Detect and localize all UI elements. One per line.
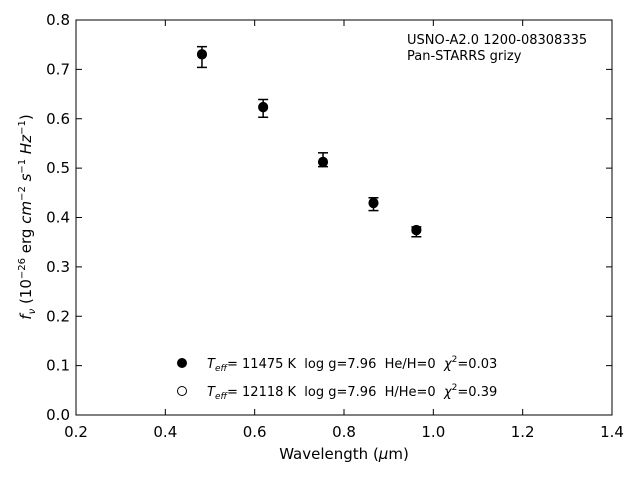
legend-entry-1: Teff= 11475 K log g=7.96 He/H=0 χ2=0.03 (207, 355, 497, 374)
y-tick-label: 0.1 (46, 357, 70, 375)
y-tick-label: 0.0 (46, 406, 70, 424)
legend-marker-open (177, 386, 187, 396)
annotation-line-1: USNO-A2.0 1200-08308335 (407, 33, 587, 48)
legend: Teff= 11475 K log g=7.96 He/H=0 χ2=0.03 … (177, 355, 497, 402)
legend-marker-filled (177, 358, 187, 368)
y-tick-label: 0.4 (46, 209, 70, 227)
plot-frame (75, 19, 613, 416)
data-marks (196, 45, 422, 238)
x-axis-label: Wavelength (μm) (279, 445, 409, 463)
x-tick-label: 0.4 (153, 423, 177, 441)
annotation-line-2: Pan-STARRS grizy (407, 49, 522, 64)
y-tick-label: 0.3 (46, 258, 70, 276)
x-tick-label: 1.2 (511, 423, 535, 441)
legend-entry-2: Teff= 12118 K log g=7.96 H/He=0 χ2=0.39 (207, 383, 497, 402)
x-tick-label: 0.8 (332, 423, 356, 441)
model-point-open (196, 49, 207, 60)
y-tick-label: 0.8 (46, 11, 70, 29)
x-tick-label: 1.0 (421, 423, 445, 441)
x-tick-label: 0.2 (64, 423, 88, 441)
model-point-open (258, 101, 269, 112)
model-point-open (318, 156, 329, 167)
y-ticks: 0.0 0.1 0.2 0.3 0.4 0.5 0.6 0.7 0.8 (46, 11, 612, 424)
y-axis-label: fν (10−26 erg cm−2 s−1 Hz−1) (17, 114, 38, 319)
y-tick-label: 0.2 (46, 307, 70, 325)
model-point-open (368, 198, 379, 209)
x-tick-label: 0.6 (243, 423, 267, 441)
x-ticks: 0.2 0.4 0.6 0.8 1.0 1.2 1.4 (64, 20, 624, 441)
y-tick-label: 0.7 (46, 60, 70, 78)
y-tick-label: 0.5 (46, 159, 70, 177)
x-tick-label: 1.4 (600, 423, 624, 441)
y-tick-label: 0.6 (46, 110, 70, 128)
model-point-open (411, 225, 422, 236)
